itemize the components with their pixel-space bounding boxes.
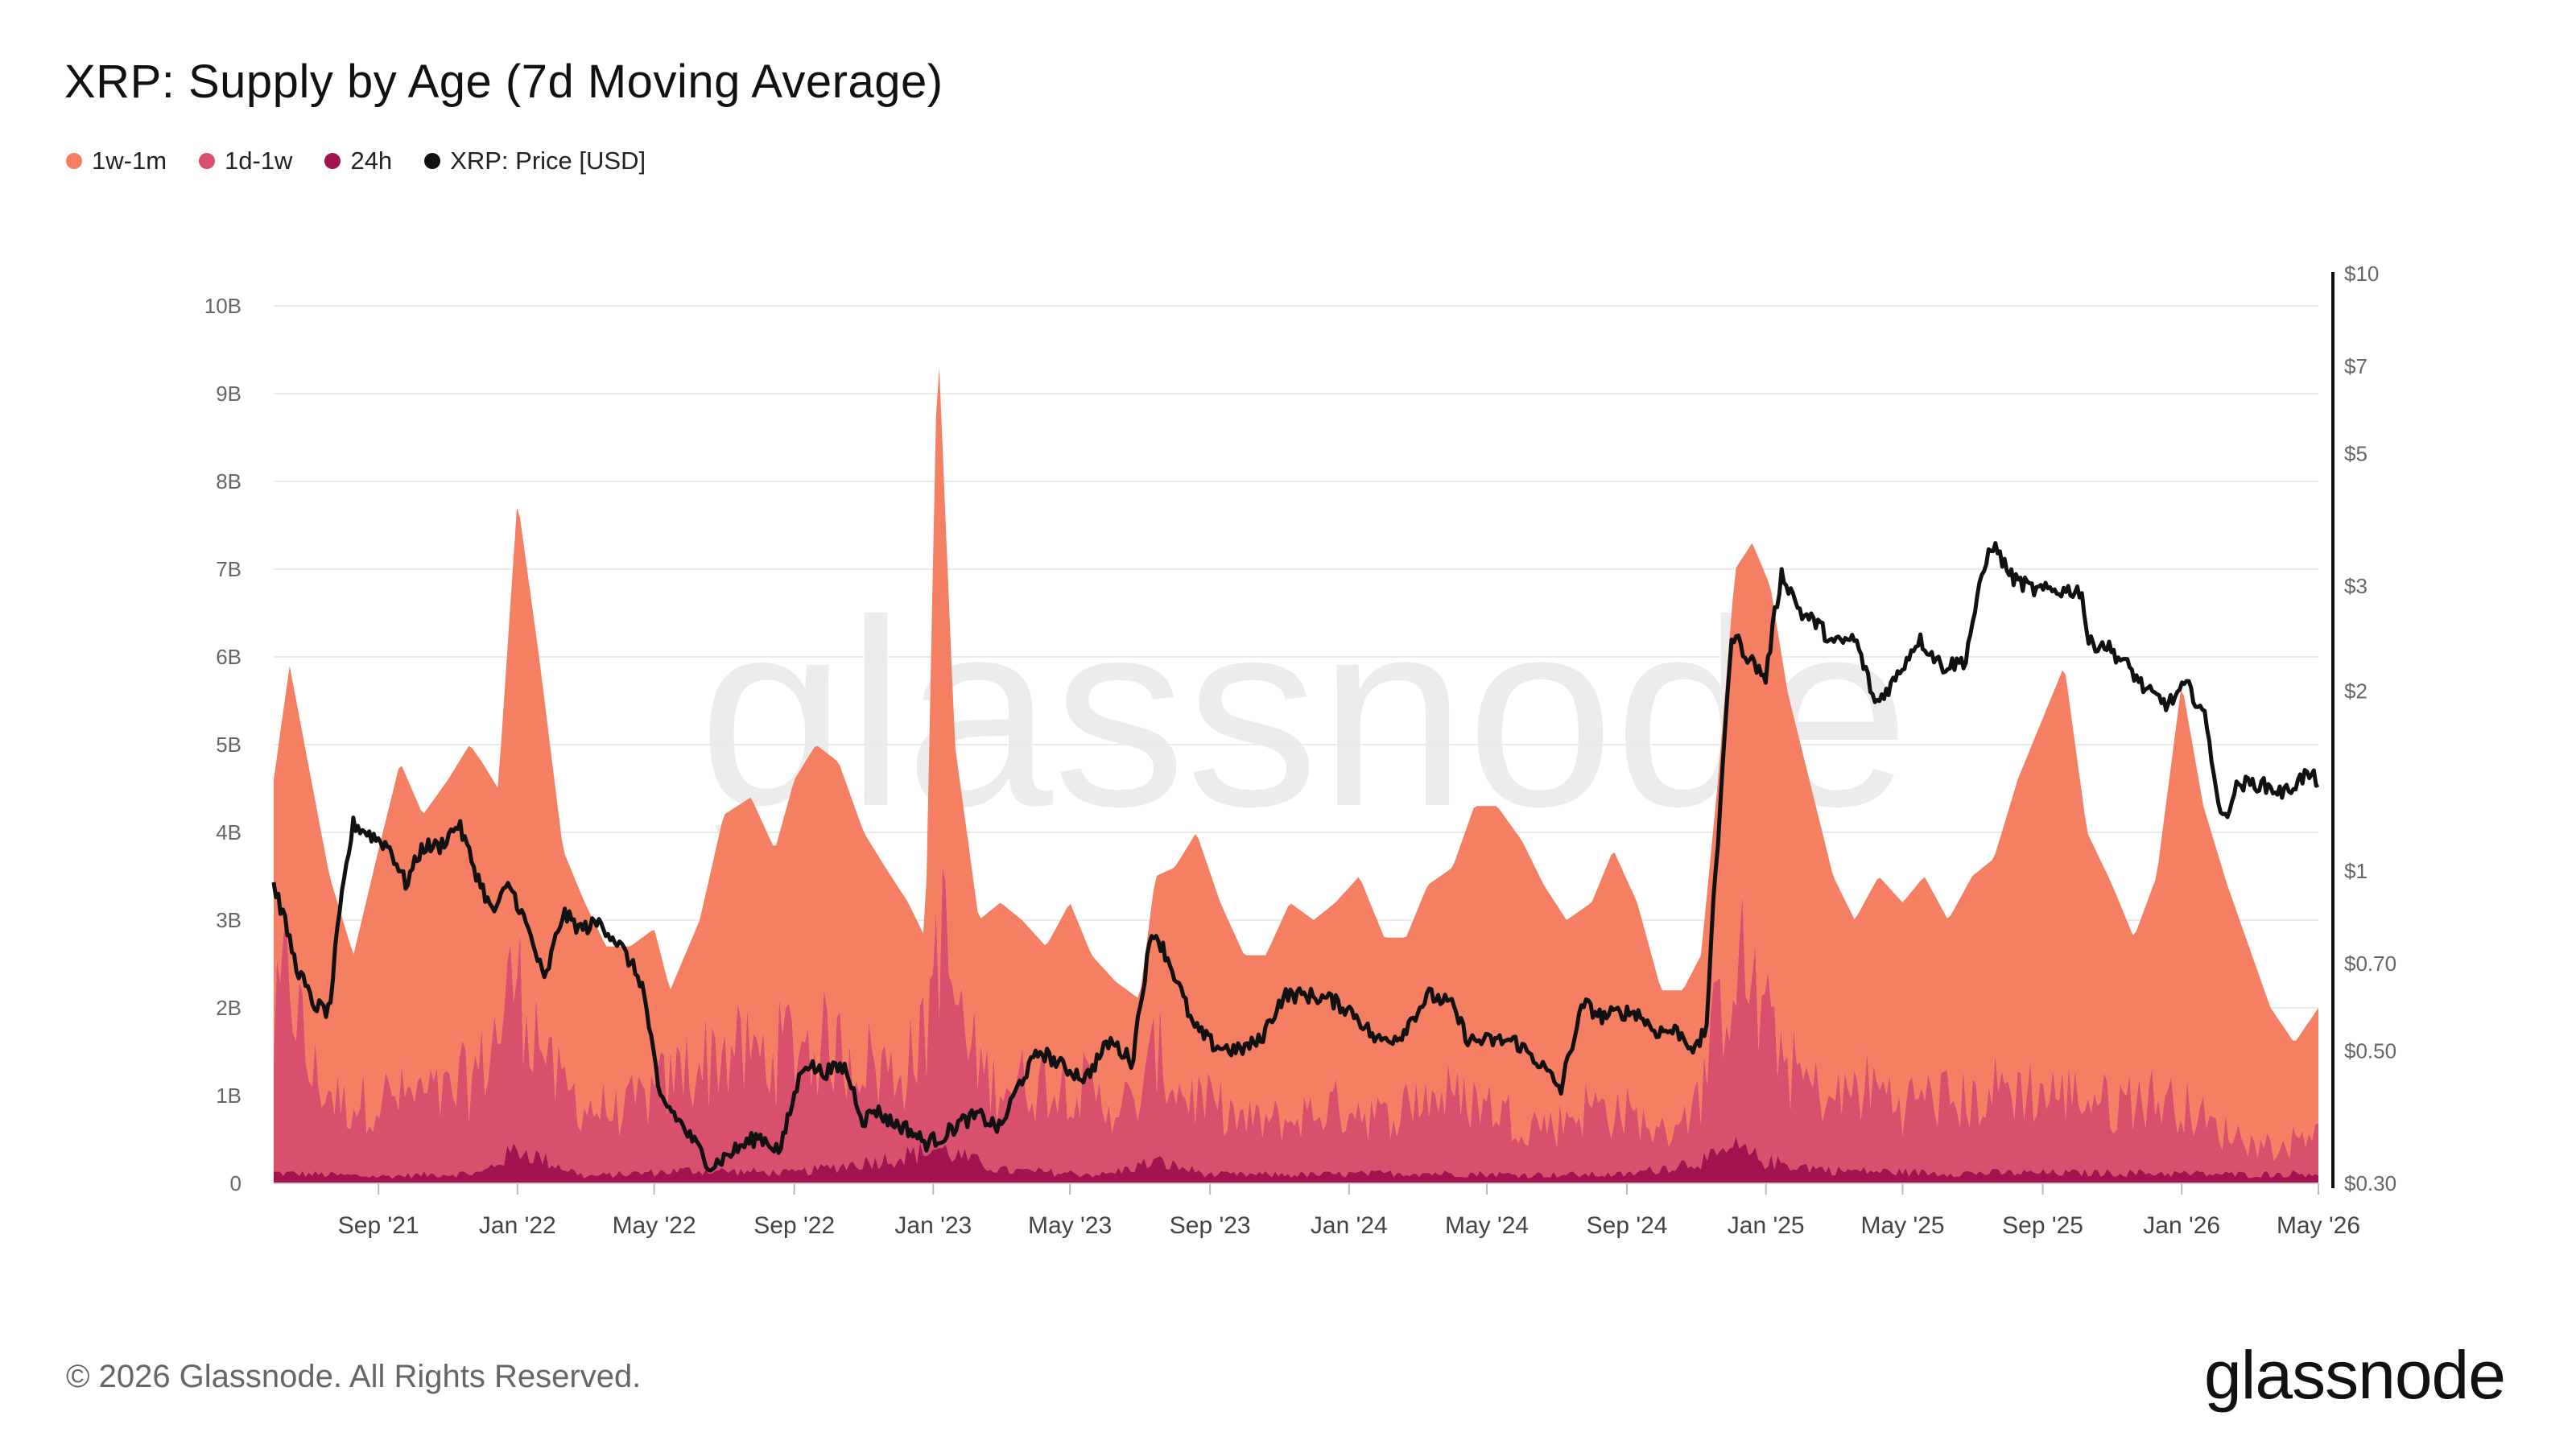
price-line-group: [271, 541, 2320, 1173]
y-left-tick-label: 3B: [216, 908, 242, 932]
legend-dot-24h: [324, 153, 341, 169]
legend-item-1w-1m[interactable]: 1w-1m: [66, 147, 167, 175]
legend-label-1d-1w: 1d-1w: [225, 147, 293, 175]
area-series: [274, 367, 2318, 1183]
chart-legend: 1w-1m 1d-1w 24h XRP: Price [USD]: [66, 147, 646, 175]
legend-label-price: XRP: Price [USD]: [450, 147, 646, 175]
copyright-footer: © 2026 Glassnode. All Rights Reserved.: [66, 1359, 642, 1394]
price-line: [271, 541, 2320, 1173]
x-tick-label: Jan '23: [894, 1212, 972, 1239]
y-left-tick-label: 9B: [216, 382, 242, 406]
y-right-tick-label: $2: [2344, 679, 2368, 704]
area-1w-1m: [274, 367, 2318, 1161]
x-tick-label: Sep '23: [1170, 1212, 1251, 1239]
legend-item-1d-1w[interactable]: 1d-1w: [199, 147, 292, 175]
x-tick-label: May '25: [1860, 1212, 1944, 1239]
axes: 0 1B 2B 3B 4B 5B 6B 7B 8B 9B 10B $0.30 $0.50 $0.70 $1 $…: [204, 262, 2396, 1239]
y-left-tick-label: 4B: [216, 820, 242, 844]
legend-item-24h[interactable]: 24h: [324, 147, 392, 175]
legend-label-1w-1m: 1w-1m: [92, 147, 167, 175]
x-tick-label: Jan '24: [1311, 1212, 1388, 1239]
y-left-tick-label: 8B: [216, 469, 242, 493]
legend-dot-1d-1w: [199, 153, 216, 169]
watermark-text: glassnode: [699, 564, 1910, 863]
x-tick-label: Sep '24: [1587, 1212, 1668, 1239]
y-left-tick-label: 0: [230, 1171, 242, 1195]
y-right-tick-label: $3: [2344, 574, 2368, 598]
legend-dot-1w-1m: [66, 153, 82, 169]
legend-label-24h: 24h: [350, 147, 393, 175]
y-right-tick-label: $0.50: [2344, 1038, 2396, 1063]
glassnode-logo: glassnode: [2204, 1337, 2506, 1413]
x-tick-label: May '26: [2277, 1212, 2360, 1239]
x-tick-label: Jan '25: [1728, 1212, 1805, 1239]
y-left-tick-label: 7B: [216, 557, 242, 581]
y-left-tick-label: 10B: [204, 294, 242, 318]
y-left-tick-label: 2B: [216, 996, 242, 1020]
x-tick-label: Sep '25: [2002, 1212, 2083, 1239]
legend-item-price[interactable]: XRP: Price [USD]: [424, 147, 646, 175]
x-tick-label: Sep '21: [338, 1212, 419, 1239]
x-tick-label: May '24: [1445, 1212, 1529, 1239]
y-left-tick-label: 5B: [216, 733, 242, 757]
y-right-tick-label: $5: [2344, 441, 2368, 465]
y-right-tick-label: $0.70: [2344, 952, 2396, 976]
y-left-tick-label: 6B: [216, 645, 242, 669]
x-tick-label: May '23: [1028, 1212, 1112, 1239]
x-tick-label: Jan '22: [479, 1212, 556, 1239]
y-right-tick-label: $0.30: [2344, 1171, 2396, 1195]
y-left-tick-label: 1B: [216, 1084, 242, 1108]
chart-title: XRP: Supply by Age (7d Moving Average): [64, 56, 943, 108]
area-1d-1w: [274, 867, 2318, 1179]
y-right-tick-label: $10: [2344, 262, 2379, 286]
area-24h: [274, 1136, 2318, 1183]
y-right-tick-label: $7: [2344, 354, 2368, 378]
x-tick-label: May '22: [613, 1212, 696, 1239]
x-tick-label: Jan '26: [2143, 1212, 2220, 1239]
y-right-tick-label: $1: [2344, 859, 2368, 883]
x-tick-label: Sep '22: [753, 1212, 835, 1239]
legend-dot-price: [424, 153, 441, 169]
